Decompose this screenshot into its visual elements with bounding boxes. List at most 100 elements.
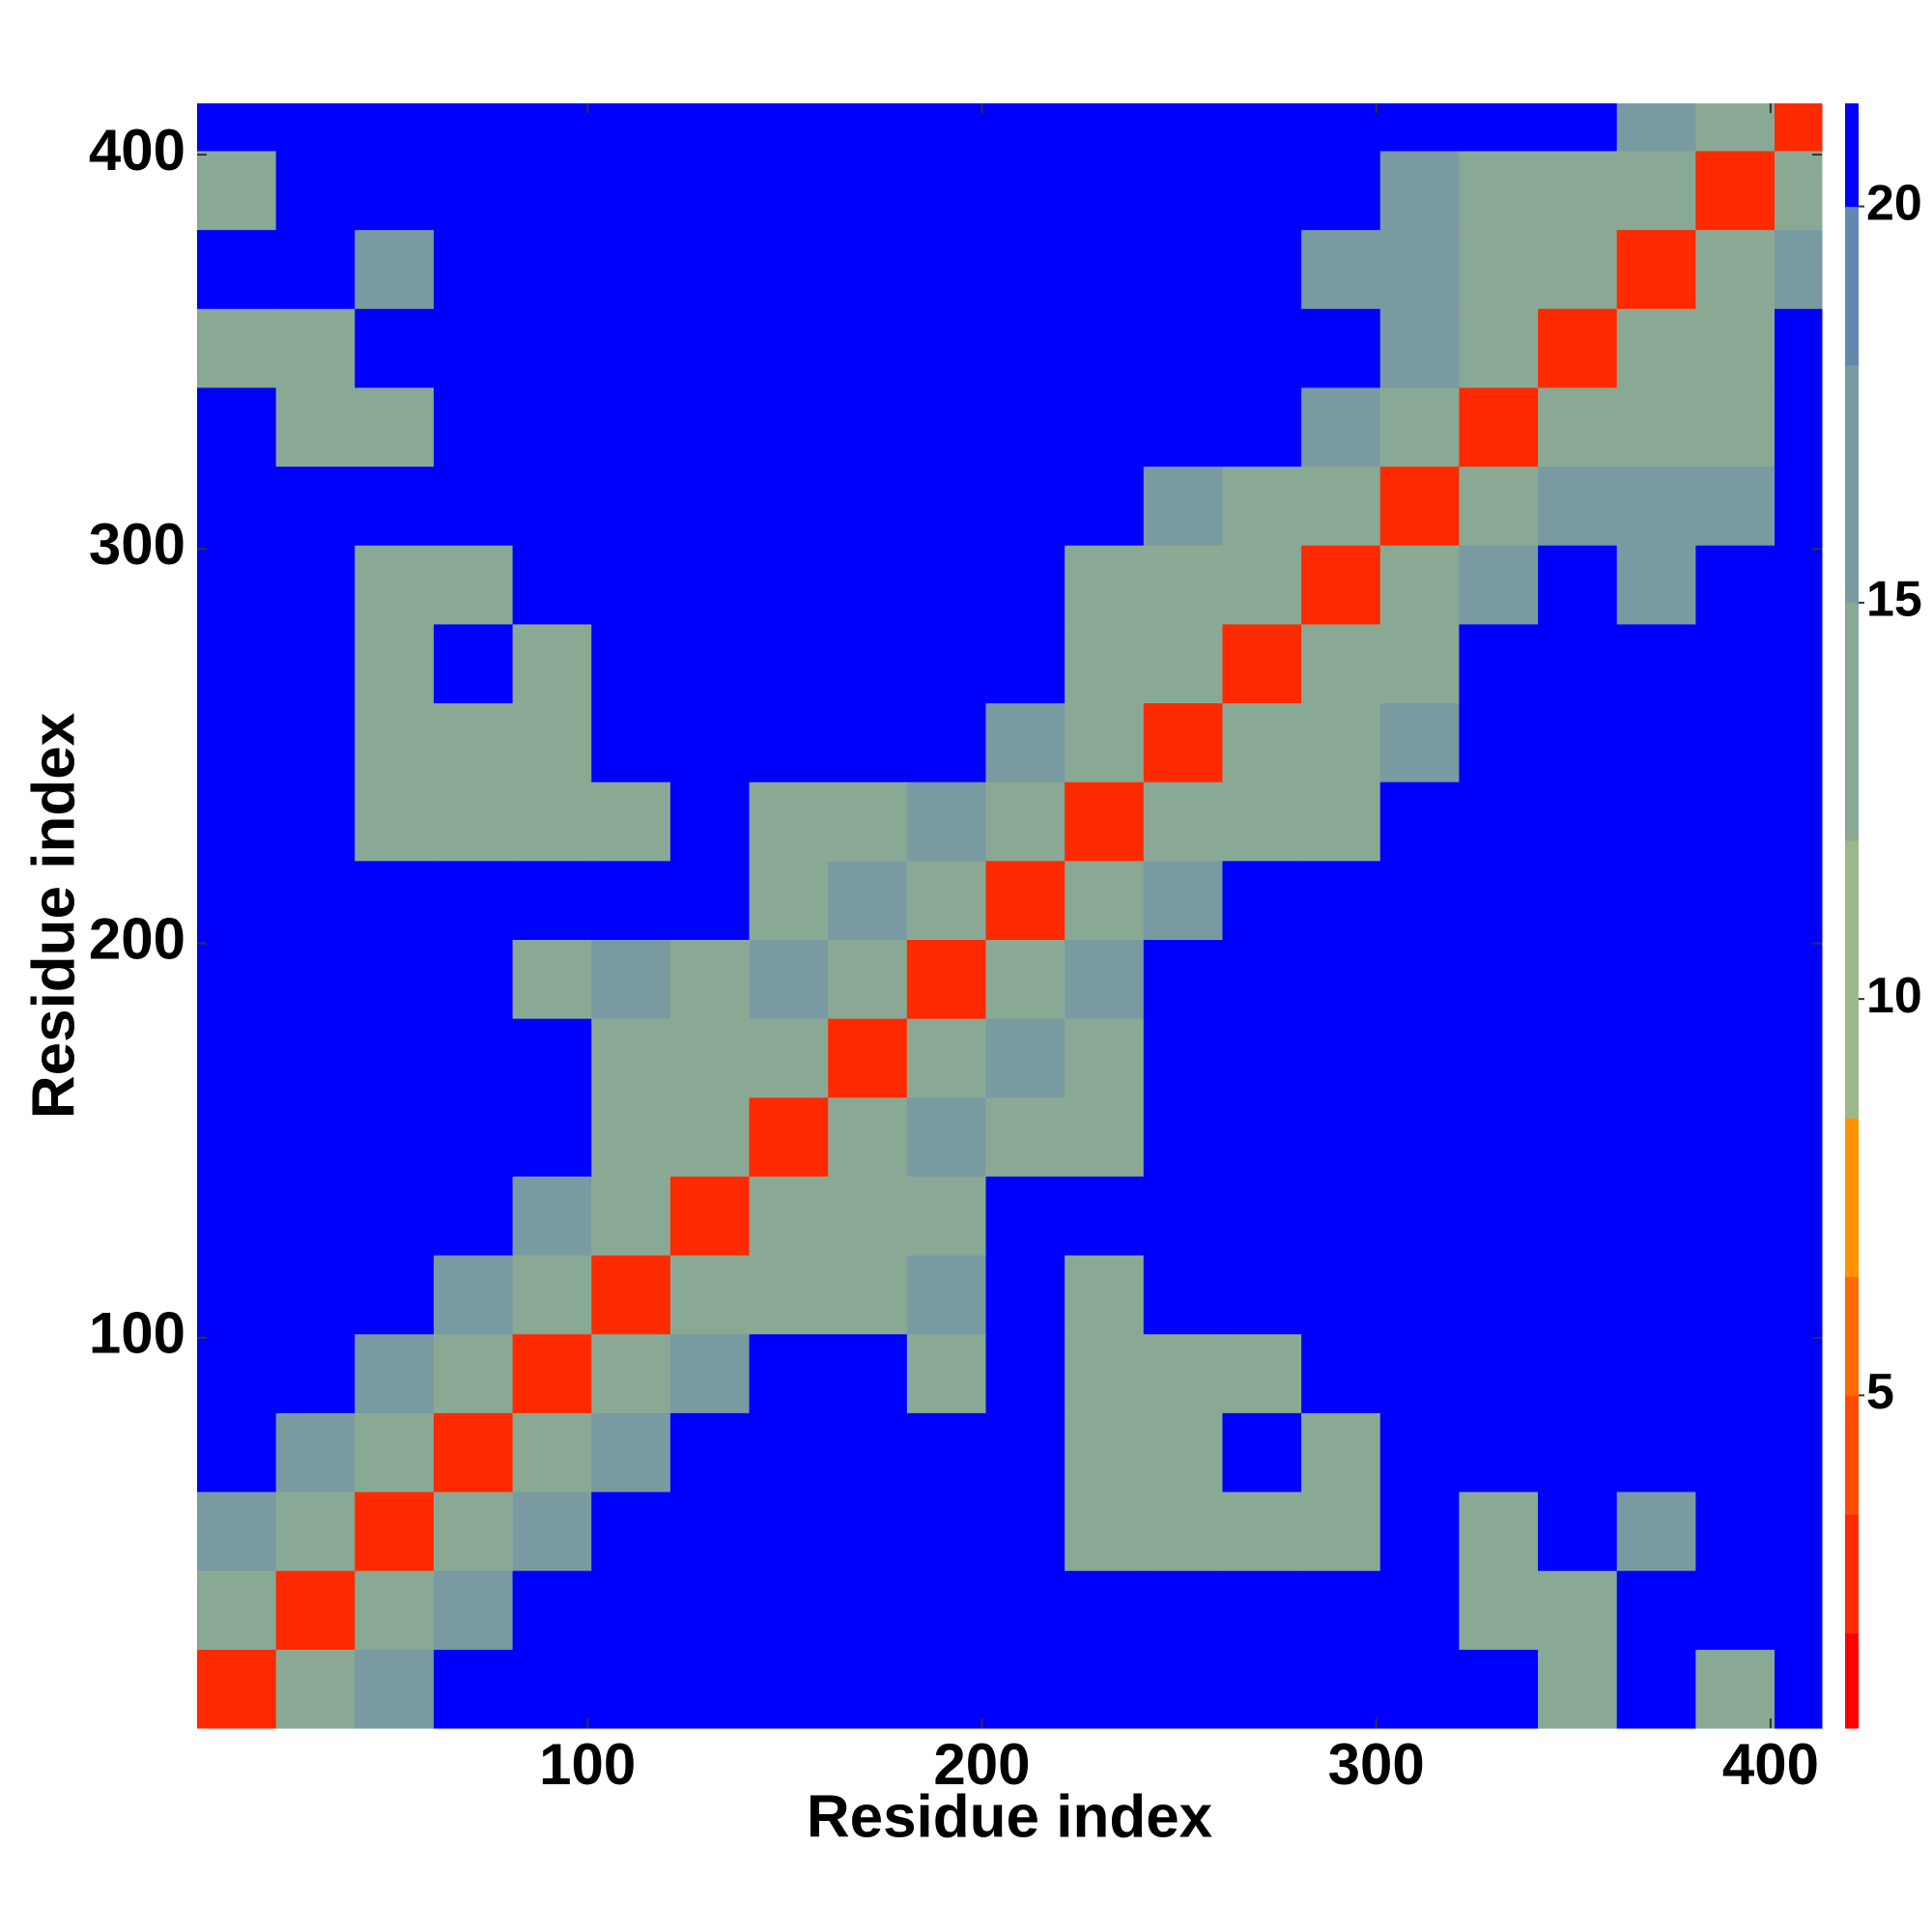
heat-cell [1379, 781, 1460, 862]
heat-cell [1301, 229, 1381, 309]
heat-cell [1538, 702, 1618, 782]
heat-cell [591, 150, 671, 231]
heat-cell [433, 1176, 514, 1256]
heat-cell [433, 229, 514, 309]
heat-cell [1695, 1018, 1776, 1098]
heat-cell [1143, 1018, 1223, 1098]
heat-cell [1301, 623, 1381, 704]
heat-cell [355, 1412, 435, 1492]
heat-cell [1143, 623, 1223, 704]
heat-cell [1065, 1176, 1145, 1256]
heat-cell [355, 1018, 435, 1098]
heat-cell [512, 702, 592, 782]
heat-cell [1459, 1570, 1539, 1650]
heat-cell [1143, 150, 1223, 231]
heat-cell [985, 103, 1065, 152]
heat-cell [1459, 939, 1539, 1019]
heat-cell [1143, 386, 1223, 468]
heat-cell [1538, 150, 1618, 231]
heat-cell [433, 860, 514, 940]
heat-cell [197, 781, 277, 862]
x-tick-label: 400 [1722, 1732, 1819, 1797]
heat-cell [512, 1649, 592, 1729]
heat-cell [1301, 702, 1381, 782]
heat-cell [1379, 466, 1460, 546]
heat-cell [1379, 386, 1460, 468]
heat-cell [1301, 1018, 1381, 1098]
heat-cell [275, 1412, 355, 1492]
x-tick-label: 200 [933, 1732, 1030, 1797]
heat-cell [906, 623, 987, 704]
heat-cell [433, 466, 514, 546]
heat-cell [1065, 1492, 1145, 1572]
heat-cell [1459, 103, 1539, 152]
heat-cell [1775, 150, 1823, 231]
heat-cell [749, 229, 829, 309]
heat-cell [1143, 1412, 1223, 1492]
heat-cell [749, 545, 829, 625]
heat-cell [197, 860, 277, 940]
heat-cell [1222, 860, 1302, 940]
heat-cell [512, 1570, 592, 1650]
heat-cell [828, 103, 908, 152]
heat-cell [985, 1492, 1065, 1572]
heat-cell [749, 466, 829, 546]
heat-cell [906, 1492, 987, 1572]
heat-cell [1459, 1412, 1539, 1492]
heat-cell [1616, 860, 1696, 940]
heat-cell [1459, 1649, 1539, 1729]
heat-cell [1616, 1570, 1696, 1650]
heat-cell [1222, 623, 1302, 704]
heat-cell [1695, 1176, 1776, 1256]
heat-cell [985, 1176, 1065, 1256]
heat-cell [1616, 1255, 1696, 1335]
heat-cell [1616, 229, 1696, 309]
heat-cell [1538, 1176, 1618, 1256]
heat-cell [1538, 781, 1618, 862]
heat-cell [1538, 229, 1618, 309]
heat-cell [591, 466, 671, 546]
heat-cell [1459, 308, 1539, 388]
heat-cell [275, 466, 355, 546]
heat-cell [1616, 623, 1696, 704]
heat-cell [1775, 860, 1823, 940]
heat-cell [1143, 1255, 1223, 1335]
heat-cell [906, 781, 987, 862]
heat-cell [355, 308, 435, 388]
heat-cell [355, 150, 435, 231]
heat-cell [275, 103, 355, 152]
heat-cell [197, 103, 277, 152]
heat-cell [669, 150, 751, 231]
heat-cell [1538, 1492, 1618, 1572]
heat-cell [1459, 1333, 1539, 1413]
heat-cell [197, 1018, 277, 1098]
y-tick-label: 200 [89, 906, 185, 971]
heat-cell [197, 1333, 277, 1413]
heat-cell [197, 466, 277, 546]
colorbar-band [1845, 1118, 1859, 1277]
heat-cell [828, 150, 908, 231]
colorbar-band [1845, 103, 1859, 208]
heat-cell [591, 1492, 671, 1572]
heat-cell [433, 1570, 514, 1650]
heat-cell [1301, 1492, 1381, 1572]
heat-cell [433, 386, 514, 468]
heat-cell [197, 308, 277, 388]
heat-cell [1695, 229, 1776, 309]
heat-cell [1695, 308, 1776, 388]
heat-cell [1695, 1570, 1776, 1650]
heat-cell [1616, 939, 1696, 1019]
heat-cell [1301, 1176, 1381, 1256]
heat-cell [591, 308, 671, 388]
colorbar-band [1845, 1514, 1859, 1634]
heat-cell [1143, 466, 1223, 546]
heat-cell [1538, 1412, 1618, 1492]
heat-cell [433, 702, 514, 782]
heat-cell [1775, 939, 1823, 1019]
heat-cell [512, 623, 592, 704]
heat-cell [749, 702, 829, 782]
heat-cell [433, 1412, 514, 1492]
heat-cell [985, 860, 1065, 940]
heat-cell [433, 1096, 514, 1177]
heat-cell [749, 103, 829, 152]
